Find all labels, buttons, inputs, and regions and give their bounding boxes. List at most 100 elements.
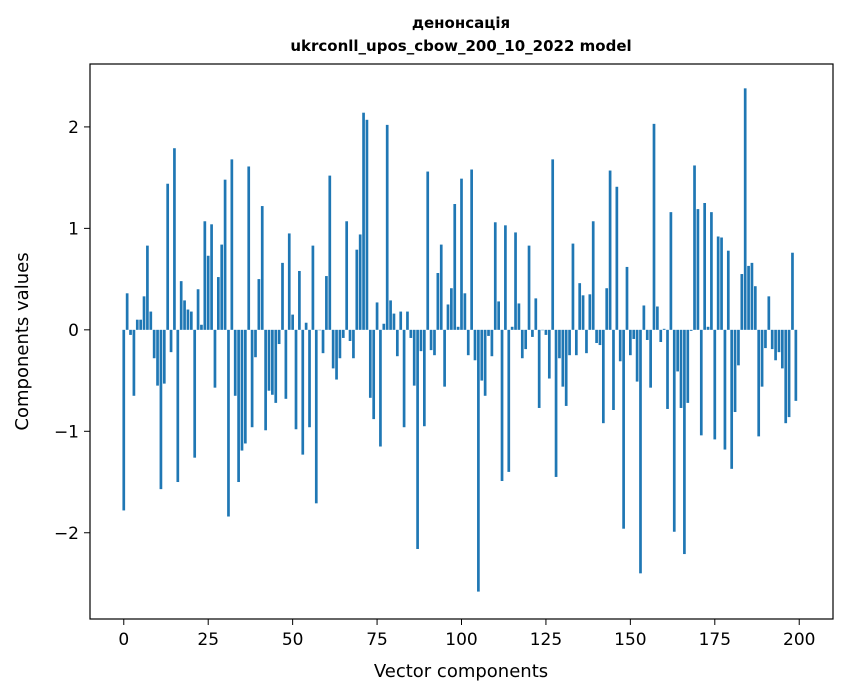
bar-128 xyxy=(554,329,558,477)
bar-66 xyxy=(345,221,349,330)
bar-147 xyxy=(618,329,622,362)
x-tick-label: 75 xyxy=(366,630,388,650)
bar-50 xyxy=(291,314,294,330)
bar-179 xyxy=(726,250,730,330)
bar-59 xyxy=(321,329,325,354)
bar-40 xyxy=(257,279,261,330)
bar-110 xyxy=(493,222,497,330)
bar-53 xyxy=(301,329,305,455)
bar-76 xyxy=(379,329,382,447)
bar-6 xyxy=(142,296,146,330)
bar-23 xyxy=(200,324,203,330)
bar-132 xyxy=(568,329,571,356)
bar-51 xyxy=(294,329,298,430)
bar-95 xyxy=(443,329,446,387)
bar-192 xyxy=(770,329,774,350)
bar-137 xyxy=(585,329,588,354)
bar-181 xyxy=(733,329,737,413)
bar-3 xyxy=(132,329,136,396)
bar-72 xyxy=(365,119,369,330)
bar-14 xyxy=(169,329,173,353)
bar-193 xyxy=(774,329,777,361)
bar-0 xyxy=(122,329,126,511)
bar-64 xyxy=(338,329,342,359)
bar-197 xyxy=(787,329,791,418)
bar-62 xyxy=(331,329,335,369)
x-tick-label: 0 xyxy=(118,630,129,650)
bar-173 xyxy=(706,326,710,330)
bar-32 xyxy=(230,159,234,330)
bar-134 xyxy=(574,329,578,356)
bar-16 xyxy=(176,329,180,483)
y-tick-label: 0 xyxy=(68,321,79,341)
bar-74 xyxy=(372,329,376,420)
bar-146 xyxy=(615,186,619,330)
bar-41 xyxy=(260,206,264,330)
bar-155 xyxy=(645,329,649,340)
bar-27 xyxy=(213,329,217,388)
bar-98 xyxy=(453,204,457,330)
bar-83 xyxy=(402,329,406,428)
bar-101 xyxy=(463,293,467,330)
bar-188 xyxy=(757,329,761,437)
bar-187 xyxy=(753,286,757,330)
bar-70 xyxy=(358,234,362,330)
bar-17 xyxy=(179,281,183,330)
bar-60 xyxy=(325,276,328,330)
bar-92 xyxy=(433,329,436,356)
bar-36 xyxy=(244,329,247,444)
bar-26 xyxy=(210,224,213,330)
bar-122 xyxy=(534,298,538,330)
bar-24 xyxy=(203,221,207,330)
x-tick-label: 50 xyxy=(282,630,304,650)
bar-80 xyxy=(392,313,396,330)
bar-144 xyxy=(608,170,612,330)
bar-89 xyxy=(423,329,426,427)
bar-29 xyxy=(220,244,224,330)
bar-168 xyxy=(689,329,693,331)
x-tick-label: 175 xyxy=(699,630,731,650)
bar-116 xyxy=(514,232,517,330)
bar-136 xyxy=(581,295,585,330)
bar-166 xyxy=(683,329,686,555)
bar-78 xyxy=(385,124,389,330)
bar-57 xyxy=(314,329,318,504)
bar-20 xyxy=(189,311,193,330)
bar-199 xyxy=(794,329,798,401)
bar-102 xyxy=(466,329,470,356)
bar-177 xyxy=(720,237,723,330)
bar-99 xyxy=(456,326,460,330)
bar-15 xyxy=(173,148,176,330)
bar-43 xyxy=(267,329,271,391)
bar-94 xyxy=(439,244,443,330)
bar-170 xyxy=(696,209,700,330)
bar-139 xyxy=(591,221,595,330)
bar-148 xyxy=(622,329,625,529)
bar-152 xyxy=(635,329,639,382)
bar-175 xyxy=(713,329,717,440)
bar-151 xyxy=(632,329,636,339)
bar-195 xyxy=(780,329,784,369)
bar-85 xyxy=(409,329,413,338)
bar-150 xyxy=(629,329,632,356)
bar-11 xyxy=(159,329,163,490)
bar-171 xyxy=(699,329,703,436)
bar-145 xyxy=(612,329,615,410)
bar-5 xyxy=(139,319,143,330)
bar-28 xyxy=(216,277,220,330)
bar-107 xyxy=(483,329,487,396)
bar-115 xyxy=(510,326,514,330)
bar-37 xyxy=(247,166,251,330)
bar-2 xyxy=(129,329,132,335)
bar-75 xyxy=(375,302,379,330)
bar-55 xyxy=(308,329,311,428)
bar-141 xyxy=(598,329,602,346)
bar-87 xyxy=(416,329,419,549)
bar-123 xyxy=(537,329,541,408)
bar-194 xyxy=(777,329,781,353)
x-tick-label: 25 xyxy=(197,630,219,650)
bar-154 xyxy=(642,305,646,330)
bar-90 xyxy=(426,171,430,330)
bar-189 xyxy=(760,329,764,387)
bar-183 xyxy=(740,274,744,330)
